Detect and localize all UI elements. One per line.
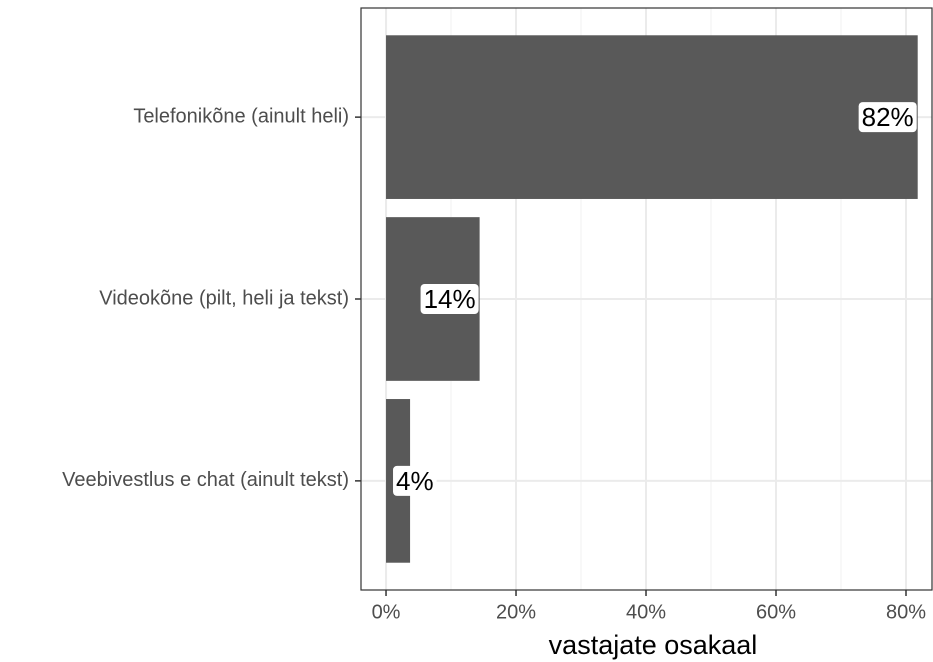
x-axis-title: vastajate osakaal — [549, 630, 758, 660]
data-label-group: 4% — [393, 466, 437, 496]
x-tick-label: 20% — [496, 601, 536, 623]
x-tick-label: 0% — [372, 601, 401, 623]
panel-border — [360, 7, 933, 591]
data-label-group: 82% — [858, 102, 917, 133]
data-label-box — [393, 465, 437, 496]
data-label: 82% — [862, 102, 914, 132]
y-tick-label: Telefonikõne (ainult heli) — [133, 105, 349, 127]
x-tick-label: 60% — [756, 601, 796, 623]
x-tick-label: 80% — [886, 601, 926, 623]
y-tick-label: Videokõne (pilt, heli ja tekst) — [99, 287, 349, 309]
data-label-box — [858, 102, 917, 133]
x-tick-label: 40% — [626, 601, 666, 623]
data-label: 14% — [424, 284, 476, 314]
data-label: 4% — [396, 466, 434, 496]
bar — [386, 35, 918, 199]
y-tick-label: Veebivestlus e chat (ainult tekst) — [62, 469, 349, 491]
data-label-box — [420, 284, 479, 314]
data-label-group: 14% — [420, 284, 479, 314]
